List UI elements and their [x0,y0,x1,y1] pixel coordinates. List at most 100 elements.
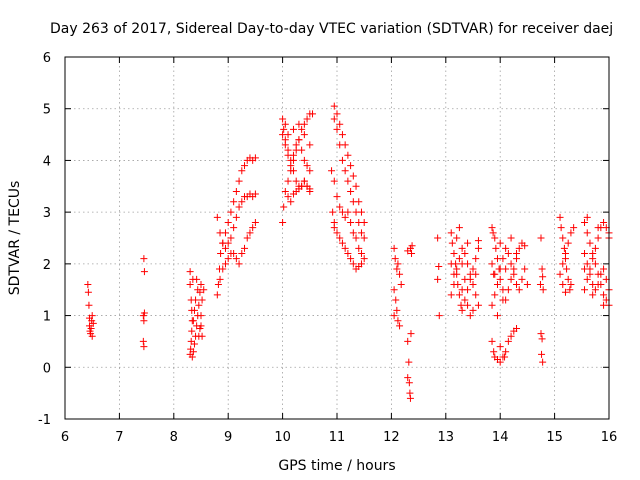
data-point [357,229,365,237]
data-point [186,281,194,289]
data-point [300,131,308,139]
data-point [329,208,337,216]
data-point [289,125,297,133]
data-point [251,154,259,162]
data-point [581,218,589,226]
x-tick-label: 6 [61,430,69,445]
data-point [330,224,338,232]
data-point [333,125,341,133]
data-point [515,244,523,252]
data-point [458,244,466,252]
data-point [306,185,314,193]
x-tick-label: 12 [383,430,400,445]
data-point [507,275,515,283]
data-point [536,281,544,289]
data-point [567,281,575,289]
data-point [539,273,547,281]
data-point [581,286,589,294]
data-point [85,301,93,309]
data-point [357,250,365,258]
data-point [507,260,515,268]
data-point [523,281,531,289]
data-point [352,234,360,242]
data-point [521,265,529,273]
data-point [306,167,314,175]
data-point [566,286,574,294]
data-point [539,286,547,294]
data-point [349,172,357,180]
data-point [84,288,92,296]
data-point [496,275,504,283]
data-point [230,198,238,206]
data-point [219,265,227,273]
data-point [341,213,349,221]
data-point [434,234,442,242]
data-point [567,229,575,237]
data-point [556,213,564,221]
y-tick-label: 2 [43,258,51,273]
data-point [504,250,512,258]
data-point [448,239,456,247]
data-point [560,244,568,252]
data-point [230,250,238,258]
data-point [504,337,512,345]
y-tick-label: 6 [43,51,51,66]
data-point [450,281,458,289]
y-tick-label: 4 [43,154,51,169]
data-point [496,358,504,366]
data-point [300,177,308,185]
data-point [507,234,515,242]
data-point [221,260,229,268]
data-point [292,141,300,149]
data-point [591,286,599,294]
data-point [230,224,238,232]
data-point [538,265,546,273]
data-point [393,306,401,314]
data-point [594,234,602,242]
data-point [405,358,413,366]
data-point [408,242,416,250]
data-point [235,260,243,268]
data-point [491,291,499,299]
data-point [521,242,529,250]
data-point [469,306,477,314]
data-point [221,244,229,252]
x-tick-label: 9 [224,430,232,445]
data-point [499,296,507,304]
data-point [284,177,292,185]
data-point [214,281,222,289]
data-point [287,162,295,170]
data-point [197,281,205,289]
y-tick-label: -1 [38,413,51,428]
data-point [194,286,202,294]
data-point [515,286,523,294]
data-point [232,187,240,195]
data-point [493,312,501,320]
data-point [292,177,300,185]
data-point [344,151,352,159]
data-point [458,306,466,314]
data-point [287,198,295,206]
data-point [513,281,521,289]
x-tick-label: 14 [492,430,509,445]
data-point [189,275,197,283]
data-point [586,270,594,278]
data-point [556,270,564,278]
data-point [338,239,346,247]
data-point [360,255,368,263]
data-point [355,244,363,252]
data-point [502,348,510,356]
data-point [586,239,594,247]
data-point [338,131,346,139]
data-point [583,260,591,268]
data-point [306,141,314,149]
data-point [563,265,571,273]
data-point [390,312,398,320]
data-point [564,239,572,247]
y-tick-label: 5 [43,103,51,118]
data-point [309,110,317,118]
data-point [455,224,463,232]
data-point [235,177,243,185]
data-point [280,203,288,211]
data-point [347,255,355,263]
